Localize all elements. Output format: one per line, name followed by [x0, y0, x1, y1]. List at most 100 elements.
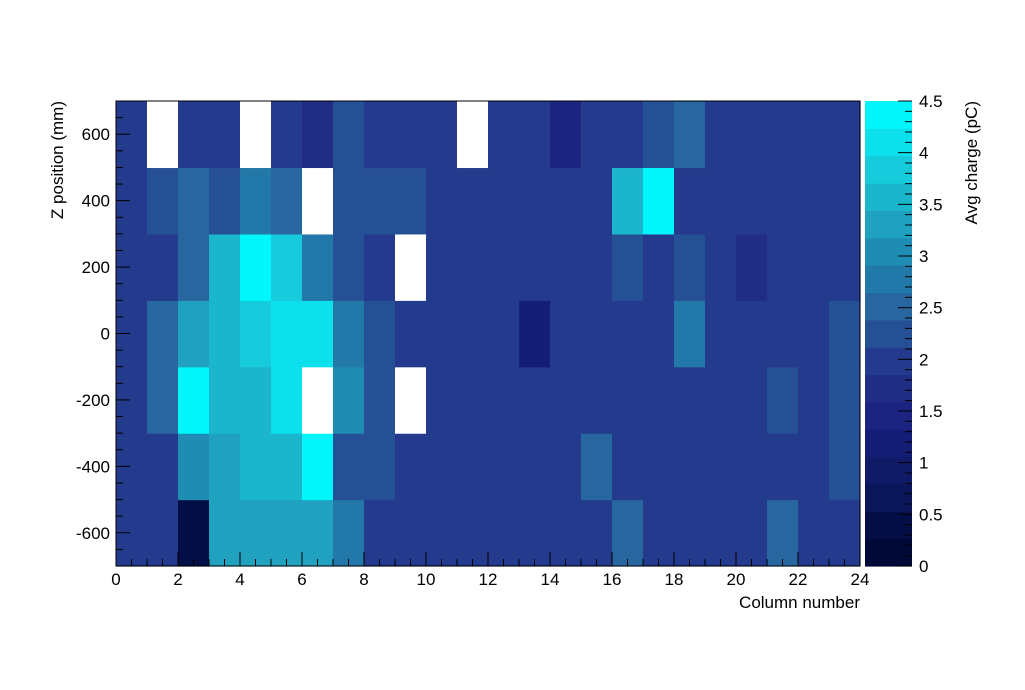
heatmap-cell [612, 167, 644, 235]
heatmap-cell [829, 167, 861, 235]
y-axis-label: Z position (mm) [48, 101, 67, 219]
heatmap-cell [767, 499, 799, 567]
heatmap-cell [209, 300, 241, 368]
heatmap-cell [612, 101, 644, 169]
heatmap-cell [395, 366, 427, 434]
x-tick-label: 2 [173, 570, 182, 589]
heatmap-cell [333, 101, 365, 169]
heatmap-cell [302, 366, 334, 434]
color-scale-band [865, 292, 912, 321]
heatmap-cell [209, 233, 241, 301]
heatmap-cell [705, 167, 737, 235]
heatmap-cell [643, 101, 675, 169]
heatmap-cell [364, 366, 396, 434]
heatmap-cell [209, 167, 241, 235]
heatmap-cell [550, 300, 582, 368]
heatmap-cell [705, 233, 737, 301]
x-tick-label: 6 [297, 570, 306, 589]
heatmap-cell [674, 433, 706, 501]
heatmap-cell [581, 499, 613, 567]
heatmap-cell [581, 233, 613, 301]
heatmap-cell [333, 233, 365, 301]
color-scale-band [865, 155, 912, 184]
color-scale-tick-label: 3.5 [919, 195, 943, 214]
heatmap-cell [240, 101, 272, 169]
heatmap-cell [581, 366, 613, 434]
heatmap-cell [829, 233, 861, 301]
heatmap-cell [643, 433, 675, 501]
x-tick-label: 18 [665, 570, 684, 589]
heatmap-cell [643, 167, 675, 235]
heatmap-cell [705, 366, 737, 434]
heatmap-cell [364, 300, 396, 368]
heatmap-cell [209, 499, 241, 567]
heatmap-cell [612, 300, 644, 368]
heatmap-cell [178, 300, 210, 368]
heatmap-cell [457, 233, 489, 301]
color-scale-label: Avg charge (pC) [962, 101, 981, 224]
heatmap-cell [271, 300, 303, 368]
heatmap-cell [364, 433, 396, 501]
heatmap-cell [798, 101, 830, 169]
heatmap-cell [767, 167, 799, 235]
y-tick-label: 200 [82, 258, 110, 277]
heatmap-cell [271, 101, 303, 169]
heatmap-cell [550, 233, 582, 301]
heatmap-cell [612, 233, 644, 301]
heatmap-cell [488, 167, 520, 235]
heatmap-cell [488, 101, 520, 169]
heatmap-cell [302, 233, 334, 301]
heatmap-cell [240, 433, 272, 501]
heatmap-cell [457, 366, 489, 434]
heatmap-cell [271, 366, 303, 434]
heatmap-cell [209, 366, 241, 434]
heatmap-cell [271, 233, 303, 301]
y-tick-label: 0 [101, 325, 110, 344]
heatmap-cell [271, 433, 303, 501]
color-scale-band [865, 265, 912, 294]
heatmap-cell [612, 499, 644, 567]
color-scale-tick-label: 0 [919, 557, 928, 576]
heatmap-cell [550, 101, 582, 169]
heatmap-cell [612, 433, 644, 501]
y-tick-label: -400 [76, 457, 110, 476]
heatmap-cell [178, 101, 210, 169]
heatmap-cell [519, 233, 551, 301]
color-scale-tick-label: 0.5 [919, 505, 943, 524]
color-scale-tick-label: 2.5 [919, 299, 943, 318]
heatmap-cell [767, 366, 799, 434]
heatmap-cell [581, 167, 613, 235]
heatmap-cell [426, 433, 458, 501]
heatmap-cell [147, 167, 179, 235]
heatmap-cell [426, 233, 458, 301]
heatmap-cell [364, 101, 396, 169]
heatmap-cell [519, 366, 551, 434]
heatmap-cell [643, 366, 675, 434]
color-scale-band [865, 347, 912, 376]
heatmap-cell [426, 366, 458, 434]
heatmap-cell [798, 167, 830, 235]
heatmap-cell [147, 233, 179, 301]
heatmap-cell [147, 499, 179, 567]
color-scale-band [865, 237, 912, 266]
color-scale-tick-label: 1.5 [919, 402, 943, 421]
x-tick-label: 10 [417, 570, 436, 589]
heatmap-cell [395, 300, 427, 368]
heatmap-cell [829, 300, 861, 368]
heatmap-cell [736, 167, 768, 235]
heatmap-cell [798, 499, 830, 567]
heatmap-cell [209, 101, 241, 169]
color-scale-band [865, 319, 912, 348]
heatmap-cell [395, 233, 427, 301]
heatmap-cell [457, 101, 489, 169]
heatmap-cell [674, 499, 706, 567]
y-tick-label: -200 [76, 391, 110, 410]
color-scale-band [865, 538, 912, 567]
heatmap-cell [178, 167, 210, 235]
heatmap-cell [767, 433, 799, 501]
x-tick-label: 8 [359, 570, 368, 589]
heatmap-cell [705, 101, 737, 169]
heatmap-cell [736, 366, 768, 434]
heatmap-cell [519, 433, 551, 501]
